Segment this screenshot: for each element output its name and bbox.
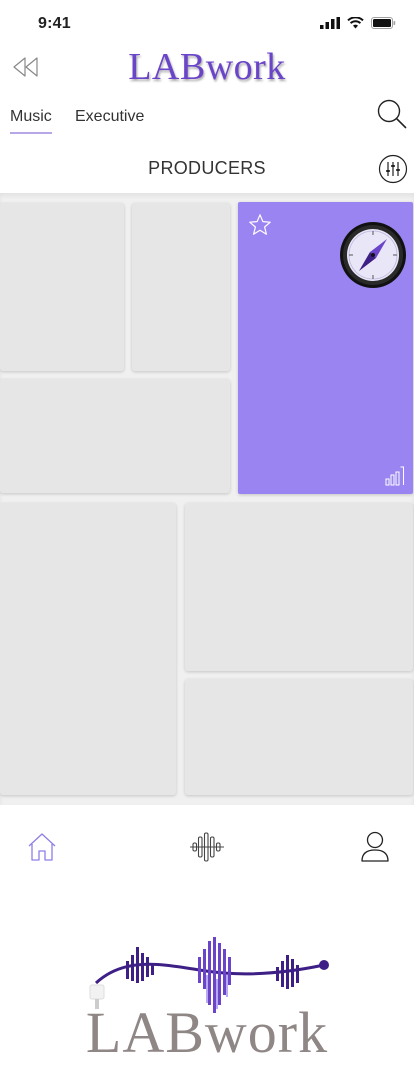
status-icons [320,17,396,29]
home-icon [28,833,56,861]
filter-button[interactable] [378,154,408,184]
status-time: 9:41 [38,15,71,32]
producer-card[interactable] [0,379,230,493]
profile-icon [361,831,389,862]
nav-home[interactable] [25,830,59,864]
producers-grid [0,193,414,805]
back-button[interactable] [10,54,44,80]
rewind-icon [13,57,38,77]
section-title: PRODUCERS [148,158,266,178]
stats-icon[interactable] [385,466,405,486]
nav-profile[interactable] [358,830,392,864]
wifi-icon [347,17,364,29]
battery-icon [371,17,396,29]
featured-producer-card[interactable] [238,202,413,494]
waveform-icon [190,832,224,862]
producer-card[interactable] [185,679,413,795]
signal-icon [320,17,340,29]
search-icon [377,99,407,129]
producer-card[interactable] [185,503,413,671]
tab-executive[interactable]: Executive [75,108,145,125]
sliders-icon [378,154,408,184]
producer-card[interactable] [0,203,124,371]
producer-card[interactable] [132,203,230,371]
nav-soundwave[interactable] [190,830,224,864]
tab-music[interactable]: Music [10,108,52,134]
app-title: LABwork [128,46,286,88]
producer-card[interactable] [0,503,176,795]
logo-text: LABwork [85,1000,329,1065]
compass-icon[interactable] [339,221,407,289]
star-icon[interactable] [248,213,272,237]
logo-waveform-graphic [89,937,329,1013]
search-button[interactable] [376,98,408,130]
